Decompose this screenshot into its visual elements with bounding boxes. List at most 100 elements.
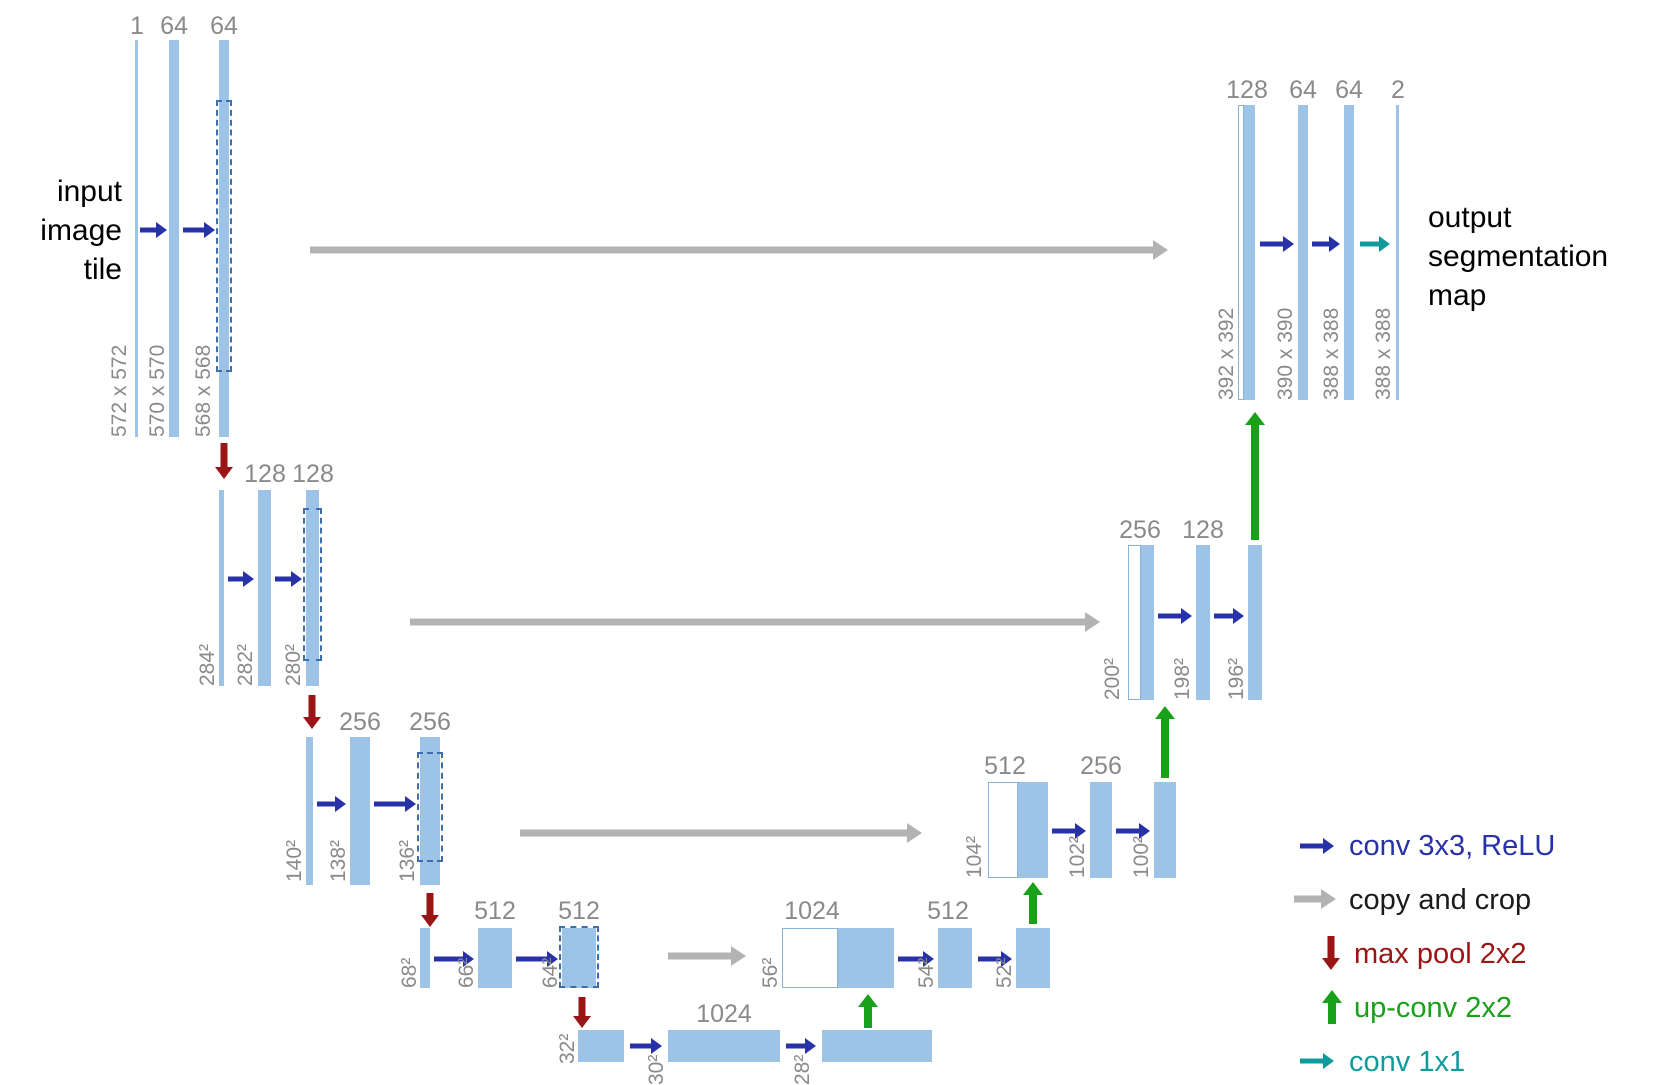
size-label: 570 x 570 (146, 344, 169, 437)
size-label: 388 x 388 (1372, 307, 1395, 400)
channel-label: 256 (339, 708, 381, 736)
enc1-bar-2 (169, 40, 179, 437)
enc2-bar-3 (306, 490, 319, 686)
size-label: 56² (759, 957, 782, 988)
bottom-bar-2 (668, 1030, 780, 1062)
dec1-copied-bar (1238, 105, 1244, 400)
upconv-arrow (1155, 706, 1175, 778)
channel-label: 64 (1289, 76, 1317, 104)
dec4-bar-2 (938, 928, 972, 988)
channel-label: 512 (474, 897, 516, 925)
channel-label: 64 (210, 12, 238, 40)
output-label-line: map (1428, 279, 1487, 312)
size-label: 572 x 572 (108, 344, 131, 437)
conv-arrow (317, 796, 346, 812)
upconv-arrow (858, 994, 878, 1028)
upconv-arrow (1245, 412, 1265, 540)
dec1-bar-1 (1244, 105, 1255, 400)
input-label-line: input (56, 175, 122, 208)
output-label-line: output (1428, 201, 1512, 234)
channel-label: 128 (1182, 516, 1224, 544)
channel-label: 256 (409, 708, 451, 736)
conv-arrow (228, 571, 254, 587)
enc1-crop-outline (216, 100, 232, 372)
size-label: 136² (396, 839, 419, 882)
size-label: 388 x 388 (1320, 307, 1343, 400)
size-label: 52² (993, 957, 1016, 988)
size-label: 104² (963, 835, 986, 878)
dec3-bar-3 (1154, 782, 1176, 878)
conv1x1-arrow (1360, 236, 1390, 252)
conv-arrow (1214, 608, 1244, 624)
enc3-bar-3 (420, 737, 440, 885)
size-label: 198² (1171, 657, 1194, 700)
size-label: 28² (791, 1054, 814, 1085)
enc3-bar-2 (350, 737, 370, 885)
size-label: 392 x 392 (1215, 307, 1238, 400)
maxpool-arrow (573, 997, 591, 1028)
dec2-bar-2 (1196, 545, 1210, 700)
copy-crop-arrow (668, 946, 746, 966)
size-label: 100² (1130, 835, 1153, 878)
size-label: 66² (455, 957, 478, 988)
channel-label: 1024 (784, 897, 840, 925)
conv-arrow (1158, 608, 1192, 624)
size-label: 30² (645, 1054, 668, 1085)
conv-arrow (183, 222, 215, 238)
enc4-crop-outline (559, 926, 599, 988)
legend-conv-arrow-icon (1300, 838, 1334, 854)
enc4-bar-1 (420, 928, 430, 988)
size-label: 568 x 568 (192, 344, 215, 437)
size-label: 200² (1101, 657, 1124, 700)
dec1-bar-3 (1344, 105, 1354, 400)
legend-maxpool-arrow-icon (1322, 936, 1340, 970)
channel-label: 512 (558, 897, 600, 925)
dec3-copied-bar (988, 782, 1018, 878)
channel-label: 2 (1391, 76, 1405, 104)
dec3-bar-1 (1018, 782, 1048, 878)
size-label: 32² (556, 1033, 579, 1064)
channel-label: 256 (1119, 516, 1161, 544)
conv-arrow (374, 796, 416, 812)
bottom-bar-1 (578, 1030, 624, 1062)
dec1-output-bar (1396, 105, 1399, 400)
enc4-bar-2 (478, 928, 512, 988)
legend-conv1x1-label: conv 1x1 (1349, 1046, 1466, 1078)
size-label: 54² (915, 957, 938, 988)
enc3-bar-1 (306, 737, 313, 885)
channel-label: 128 (244, 460, 286, 488)
size-label: 64² (539, 957, 562, 988)
conv-arrow (1312, 236, 1340, 252)
conv-arrow (1260, 236, 1294, 252)
legend-conv1x1-arrow-icon (1300, 1053, 1334, 1069)
input-image-tile-label: input image tile (20, 172, 122, 289)
size-label: 102² (1066, 835, 1089, 878)
dec4-bar-3 (1016, 928, 1050, 988)
enc4-bar-3 (562, 928, 596, 988)
size-label: 284² (196, 643, 219, 686)
dec2-bar-3 (1248, 545, 1262, 700)
enc2-crop-outline (303, 508, 322, 661)
dec1-bar-2 (1298, 105, 1308, 400)
legend-maxpool-label: max pool 2x2 (1354, 938, 1527, 970)
enc2-bar-2 (258, 490, 271, 686)
copy-crop-arrow (520, 823, 922, 843)
size-label: 68² (398, 957, 421, 988)
conv-arrow (275, 571, 302, 587)
size-label: 282² (234, 643, 257, 686)
maxpool-arrow (303, 695, 321, 729)
channel-label: 512 (984, 752, 1026, 780)
copy-crop-arrow (310, 240, 1168, 260)
maxpool-arrow (215, 443, 233, 479)
conv-arrow (786, 1038, 816, 1054)
dec2-copied-bar (1128, 545, 1141, 700)
enc1-bar-3 (219, 40, 229, 437)
input-label-line: image (40, 214, 122, 247)
input-label-line: tile (83, 253, 122, 286)
size-label: 390 x 390 (1274, 307, 1297, 400)
dec4-copied-bar (782, 928, 838, 988)
upconv-arrow (1023, 882, 1043, 924)
size-label: 138² (327, 839, 350, 882)
channel-label: 1 (130, 12, 144, 40)
